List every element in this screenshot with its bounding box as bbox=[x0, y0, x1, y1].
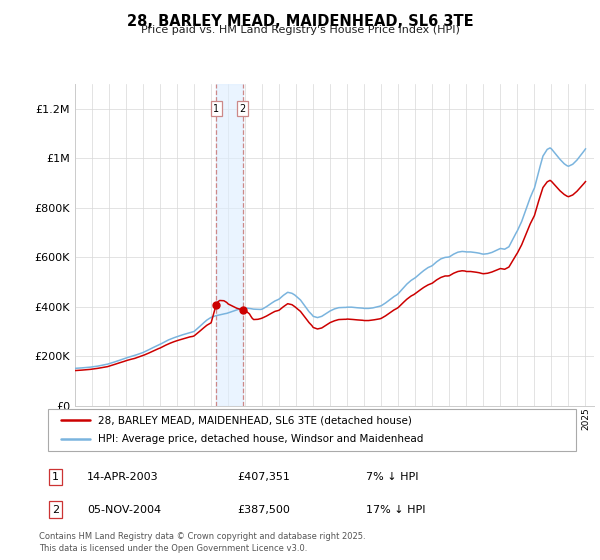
Text: Contains HM Land Registry data © Crown copyright and database right 2025.
This d: Contains HM Land Registry data © Crown c… bbox=[39, 533, 365, 553]
Text: 2: 2 bbox=[239, 104, 245, 114]
Text: 1: 1 bbox=[213, 104, 219, 114]
Text: 2: 2 bbox=[52, 505, 59, 515]
Text: 1: 1 bbox=[52, 472, 59, 482]
Text: £387,500: £387,500 bbox=[237, 505, 290, 515]
Text: 14-APR-2003: 14-APR-2003 bbox=[87, 472, 158, 482]
Text: 28, BARLEY MEAD, MAIDENHEAD, SL6 3TE (detached house): 28, BARLEY MEAD, MAIDENHEAD, SL6 3TE (de… bbox=[98, 415, 412, 425]
Text: 7% ↓ HPI: 7% ↓ HPI bbox=[366, 472, 419, 482]
Text: 17% ↓ HPI: 17% ↓ HPI bbox=[366, 505, 425, 515]
Text: 05-NOV-2004: 05-NOV-2004 bbox=[87, 505, 161, 515]
Text: £407,351: £407,351 bbox=[237, 472, 290, 482]
Text: Price paid vs. HM Land Registry's House Price Index (HPI): Price paid vs. HM Land Registry's House … bbox=[140, 25, 460, 35]
Bar bbox=[216, 84, 242, 406]
Text: HPI: Average price, detached house, Windsor and Maidenhead: HPI: Average price, detached house, Wind… bbox=[98, 435, 424, 445]
Text: 28, BARLEY MEAD, MAIDENHEAD, SL6 3TE: 28, BARLEY MEAD, MAIDENHEAD, SL6 3TE bbox=[127, 14, 473, 29]
